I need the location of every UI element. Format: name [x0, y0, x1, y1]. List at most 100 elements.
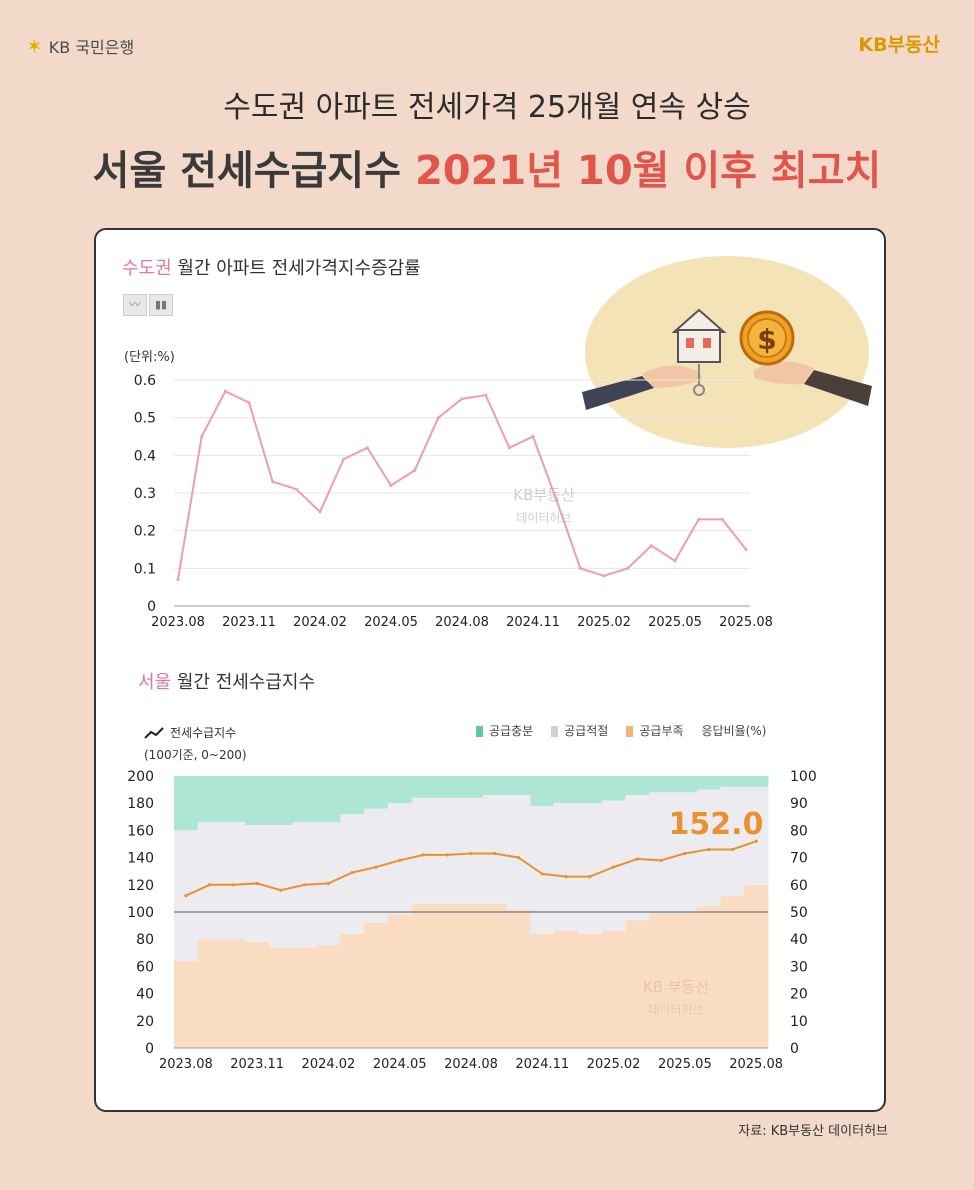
title-line2: 서울 전세수급지수 2021년 10월 이후 최고치 [0, 138, 974, 196]
chart1-point [649, 544, 653, 548]
index-point [516, 856, 521, 860]
supply-adequate-bar [577, 803, 603, 934]
supply-short-bar [577, 933, 603, 1048]
chart2-watermark-sub: 데이터허브 [648, 1003, 703, 1017]
chart1-point [176, 578, 180, 582]
chart1-point [342, 457, 346, 461]
index-point [754, 839, 758, 843]
supply-short-bar [482, 903, 508, 1048]
supply-sufficient-bar [340, 776, 365, 815]
chart1-x-tick: 2024.05 [364, 615, 418, 630]
chart1-y-tick: 0.5 [134, 411, 156, 427]
supply-adequate-bar [696, 789, 721, 907]
chart1-title-rest: 월간 아파트 전세가격지수증감률 [171, 258, 421, 279]
chart1-x-tick: 2025.08 [719, 615, 773, 630]
supply-short-bar [601, 931, 626, 1048]
chart2-y-left-tick: 120 [127, 878, 154, 894]
legend-short-label: 공급부족 [639, 724, 684, 738]
chart-type-toggle[interactable]: 〰 ▮▮ [123, 294, 173, 316]
index-point [683, 851, 687, 856]
supply-adequate-bar [672, 792, 698, 912]
chart2-x-tick: 2023.11 [230, 1057, 284, 1072]
index-point [493, 851, 497, 856]
supply-short-bar [744, 884, 769, 1048]
legend-adequate-label: 공급적절 [564, 724, 609, 738]
supply-adequate-bar [625, 795, 650, 921]
supply-short-bar [174, 960, 199, 1048]
chart2-y-right-tick: 60 [790, 878, 808, 894]
chart2-y-left-tick: 160 [127, 823, 154, 839]
chart2-y-right-tick: 40 [790, 932, 808, 948]
chart2-y-right-tick: 70 [790, 851, 808, 867]
chart1-y-tick: 0.4 [134, 448, 156, 464]
chart2-y-right-tick: 20 [790, 987, 808, 1003]
kb-star-icon: ✶ [26, 34, 43, 58]
chart1-point [271, 480, 275, 484]
supply-adequate-bar [649, 792, 674, 912]
chart1-title-highlight: 수도권 [122, 258, 172, 279]
supply-sufficient-bar [649, 776, 674, 793]
supply-short-bar [364, 922, 389, 1048]
chart1-point [318, 510, 322, 514]
supply-adequate-bar [221, 822, 246, 940]
chart1-watermark-sub: 데이터허브 [516, 511, 571, 525]
line-legend-icon [144, 726, 164, 739]
supply-short-bar [387, 914, 413, 1048]
supply-sufficient-bar [197, 776, 223, 823]
chart1-point [365, 446, 369, 450]
kb-bank-logo: ✶ KB 국민은행 [26, 34, 134, 58]
index-point [279, 888, 283, 892]
legend-adequate: 공급적절 [551, 722, 608, 739]
supply-sufficient-bar [292, 776, 318, 823]
chart2-y-right-tick: 80 [790, 823, 808, 839]
chart1-y-tick: 0.3 [134, 486, 156, 502]
chart1-point [531, 435, 535, 438]
supply-sufficient-bar [506, 776, 531, 796]
supply-short-bar [221, 939, 246, 1048]
chart-card: 수도권 월간 아파트 전세가격지수증감률 〰 ▮▮ (단위:%) $ 0 0.1 0… [94, 228, 886, 1112]
legend-sufficient-label: 공급충분 [489, 724, 534, 738]
supply-sufficient-bar [601, 776, 626, 801]
supply-sufficient-bar [411, 776, 436, 798]
bar-chart-icon[interactable]: ▮▮ [149, 294, 173, 316]
chart1-y-tick: 0.2 [134, 524, 156, 540]
index-point [255, 881, 259, 886]
supply-short-bar [720, 895, 745, 1048]
supply-adequate-bar [482, 795, 508, 904]
chart1-unit-label: (단위:%) [124, 350, 175, 365]
index-point [611, 865, 616, 869]
index-point [469, 851, 473, 856]
chart1-point [413, 468, 417, 472]
chart2-y-right-tick: 10 [790, 1014, 808, 1030]
line-legend-label: 전세수급지수 [170, 726, 237, 740]
index-point [231, 883, 235, 887]
chart2-x-tick: 2023.08 [159, 1057, 213, 1072]
chart2-unit-label: (100기준, 0~200) [144, 748, 247, 762]
chart1-watermark: KB부동산 [513, 486, 575, 504]
chart2-y-right-tick: 90 [790, 796, 808, 812]
chart2-bar-legend: 공급충분 공급적절 공급부족 응답비율(%) [476, 722, 766, 739]
supply-short-bar [292, 947, 318, 1048]
supply-sufficient-bar [316, 776, 341, 823]
chart2-y-right-tick: 0 [790, 1041, 799, 1057]
chart2-x-tick: 2025.02 [587, 1057, 641, 1072]
chart2-y-left-tick: 100 [127, 905, 154, 921]
supply-sufficient-bar [221, 776, 246, 823]
index-point [445, 853, 449, 857]
supply-sufficient-bar [174, 776, 199, 831]
latest-value-label: 152.0 [669, 807, 764, 842]
chart1-x-tick: 2024.08 [435, 615, 489, 630]
supply-sufficient-bar [245, 776, 270, 825]
chart1-point [484, 393, 488, 397]
supply-sufficient-bar [720, 776, 745, 787]
chart1-point [200, 435, 204, 438]
line-chart-icon[interactable]: 〰 [123, 294, 147, 316]
index-point [421, 853, 426, 857]
chart2-y-left-tick: 60 [136, 959, 154, 975]
chart1-x-tick: 2025.05 [648, 615, 702, 630]
index-point [707, 847, 711, 852]
index-point [659, 858, 663, 862]
supply-short-bar [435, 903, 460, 1048]
chart1-point [578, 566, 582, 570]
chart2-title-highlight: 서울 [138, 672, 172, 693]
